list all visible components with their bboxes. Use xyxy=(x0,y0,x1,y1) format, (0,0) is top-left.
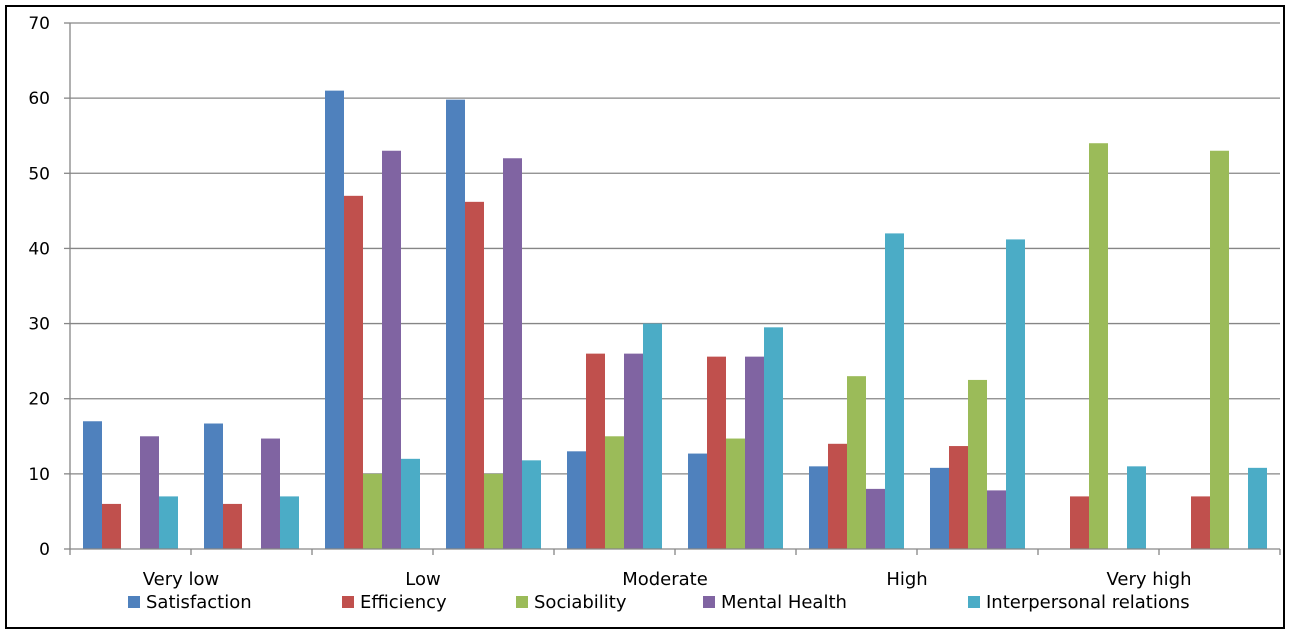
bar xyxy=(847,376,866,549)
bar xyxy=(363,473,382,549)
bar xyxy=(1070,496,1089,549)
bar xyxy=(745,356,764,549)
y-tick-label: 30 xyxy=(28,315,50,335)
bar xyxy=(344,195,363,550)
bar xyxy=(465,201,484,549)
bar xyxy=(140,436,159,549)
bar xyxy=(159,496,178,549)
legend-item: Interpersonal relations xyxy=(968,592,1190,613)
bar xyxy=(1127,466,1146,549)
legend: Satisfaction Efficiency Sociability Mental … xyxy=(128,592,1190,613)
bar xyxy=(866,488,885,549)
x-tick-label: Very low xyxy=(143,569,220,590)
bar xyxy=(204,423,223,549)
legend-item: Satisfaction xyxy=(128,592,252,613)
bar xyxy=(987,490,1006,549)
x-axis-labels: Very low Low Moderate High Very high xyxy=(143,569,1192,590)
y-tick-label: 60 xyxy=(28,89,50,109)
bar xyxy=(102,503,121,549)
bar xyxy=(707,356,726,549)
bar xyxy=(325,90,344,549)
legend-label: Sociability xyxy=(534,592,627,613)
bar xyxy=(949,446,968,549)
bar xyxy=(688,453,707,549)
legend-swatch xyxy=(128,596,140,608)
bar xyxy=(968,379,987,549)
legend-label: Interpersonal relations xyxy=(986,592,1190,613)
legend-label: Mental Health xyxy=(721,592,847,613)
bar xyxy=(382,150,401,549)
bar xyxy=(223,503,242,549)
legend-swatch xyxy=(703,596,715,608)
bar xyxy=(567,451,586,549)
bar xyxy=(503,158,522,549)
legend-item: Efficiency xyxy=(342,592,447,613)
legend-item: Mental Health xyxy=(703,592,847,613)
legend-swatch xyxy=(516,596,528,608)
y-tick-label: 10 xyxy=(28,465,50,485)
bar xyxy=(643,323,662,549)
bar xyxy=(401,458,420,549)
bar xyxy=(280,496,299,549)
legend-swatch xyxy=(968,596,980,608)
bar xyxy=(885,233,904,549)
bar xyxy=(726,438,745,549)
x-tick-label: High xyxy=(886,569,927,590)
bar xyxy=(83,421,102,549)
y-tick-label: 20 xyxy=(28,390,50,410)
bar xyxy=(930,467,949,549)
legend-label: Satisfaction xyxy=(146,592,252,613)
bar xyxy=(809,466,828,549)
bar xyxy=(1006,239,1025,549)
axes xyxy=(64,22,1281,555)
bar xyxy=(522,460,541,549)
bars xyxy=(83,90,1267,550)
bar xyxy=(446,99,465,549)
legend-label: Efficiency xyxy=(360,592,447,613)
y-axis-ticks: 0 10 20 30 40 50 60 70 xyxy=(28,14,50,560)
bar xyxy=(605,436,624,549)
bar xyxy=(624,353,643,549)
legend-swatch xyxy=(342,596,354,608)
bar xyxy=(1191,496,1210,549)
x-tick-label: Very high xyxy=(1106,569,1191,590)
y-tick-label: 70 xyxy=(28,14,50,34)
bar xyxy=(764,327,783,549)
bar xyxy=(1248,467,1267,549)
y-tick-label: 0 xyxy=(39,540,50,560)
y-tick-label: 50 xyxy=(28,164,50,184)
bar xyxy=(261,438,280,549)
x-tick-label: Moderate xyxy=(622,569,708,590)
y-tick-label: 40 xyxy=(28,239,50,259)
legend-item: Sociability xyxy=(516,592,627,613)
bar xyxy=(828,443,847,549)
x-tick-label: Low xyxy=(405,569,440,590)
bar xyxy=(1089,143,1108,549)
bar xyxy=(586,353,605,549)
bar xyxy=(484,473,503,549)
bar xyxy=(1210,150,1229,549)
